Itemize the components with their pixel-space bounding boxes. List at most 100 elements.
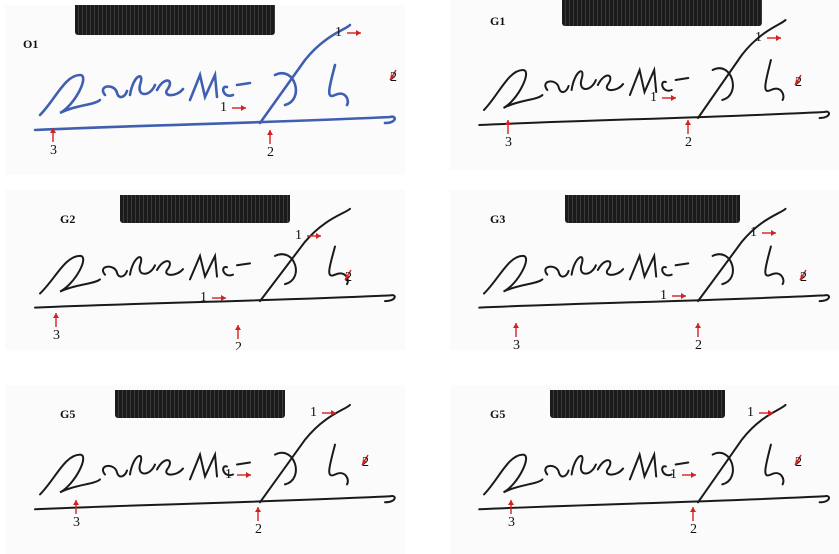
red-arrow-icon [685,120,691,134]
red-arrow-icon [672,293,686,299]
panel-label: G5 [60,407,76,421]
callout-number: 3 [508,515,515,530]
signature-stroke [189,252,218,281]
signature-drawing [478,19,830,134]
callout-number: 1 [747,405,754,420]
red-arrow-icon [50,128,56,142]
signature-stroke [34,495,396,511]
signature-stroke [38,73,102,117]
red-arrow-icon [232,105,246,111]
red-arrow-icon [682,472,696,478]
signature-stroke [259,207,351,303]
signature-panel-G2: G2 1 1 2 2 3 [5,190,405,350]
red-arrow-icon [307,233,321,239]
signature-stroke [327,63,350,107]
panel-label: G1 [490,14,506,28]
signature-panel-G5a: G5 1 1 2 2 3 [5,385,405,554]
signature-panel-G3: G3 1 1 2 2 3 [450,190,839,350]
red-arrow-icon [794,454,802,466]
callout-number: 2 [695,338,702,350]
signature-stroke [596,260,625,276]
signature-stroke [661,461,690,477]
callout-number: 1 [310,405,317,420]
callout-number: 1 [650,90,657,105]
signature-stroke [544,80,570,94]
signature-stroke [102,265,128,278]
signature-stroke [661,262,690,277]
callout-number: 2 [685,135,692,150]
scanner-clip-bar [562,0,762,26]
callout-number: 1 [225,467,232,482]
callout-number: 1 [295,228,302,243]
signature-stroke [274,451,297,486]
signature-stroke [33,115,396,132]
scanner-clip-bar [565,195,740,223]
callout-number: 2 [235,340,242,350]
scanner-clip-bar [550,390,725,418]
callout-number: 3 [50,143,57,158]
signature-drawing [33,23,397,144]
callout-number: 2 [267,145,274,160]
red-arrow-icon [513,323,519,337]
signature-stroke [661,77,690,92]
callout-number: 2 [690,522,697,537]
callout-number: 2 [795,455,802,470]
callout-number: 1 [660,288,667,303]
signature-stroke [711,253,734,286]
red-arrow-icon [212,295,226,301]
callout-number: 2 [800,270,807,285]
red-arrow-icon [344,269,352,281]
signature-stroke [189,450,218,481]
signature-stroke [101,85,129,99]
red-arrow-icon [759,410,773,416]
signature-stroke [102,465,128,478]
panel-label: G2 [60,212,76,226]
scanner-clip-bar [75,5,275,35]
red-arrow-icon [267,130,273,144]
signature-stroke [697,207,787,303]
callout-number: 3 [73,515,80,530]
red-arrow-icon [73,500,79,514]
signature-stroke [764,59,785,101]
signature-stroke [258,23,352,125]
signature-stroke [259,403,351,504]
red-arrow-icon [255,507,261,521]
callout-number: 1 [670,467,677,482]
signature-stroke [34,294,396,309]
red-arrow-icon [662,95,676,101]
signature-stroke [221,81,252,97]
signature-stroke [711,67,734,101]
red-arrow-icon [799,269,807,281]
red-arrow-icon [762,230,776,236]
signature-stroke [188,69,219,102]
signature-stroke [628,450,658,481]
signature-stroke [764,245,785,286]
scanner-clip-bar [120,195,290,223]
red-arrow-icon [322,410,336,416]
signature-drawing [34,403,396,521]
panel-label: O1 [23,37,39,51]
signature-stroke [478,294,830,309]
signature-stroke [328,245,349,286]
signature-drawing [478,207,830,337]
signature-stroke [222,461,251,477]
callout-number: 3 [513,338,520,350]
callout-number: 2 [345,270,352,285]
red-arrow-icon [690,507,696,521]
panel-label: G5 [490,407,506,421]
signature-stroke [544,265,570,278]
callout-number: 2 [795,75,802,90]
signature-stroke [274,253,297,286]
signature-stroke [628,252,658,281]
red-arrow-icon [767,35,781,41]
signature-stroke [156,260,184,276]
panel-label: G3 [490,212,506,226]
red-arrow-icon [237,472,251,478]
signature-stroke [478,495,830,511]
signature-panel-O1: O1 1 1 2 2 3 [5,5,405,175]
red-arrow-icon [505,120,511,134]
signature-stroke [39,453,101,496]
signature-drawing [478,403,830,521]
signature-stroke [697,19,787,119]
red-arrow-icon [347,30,361,36]
